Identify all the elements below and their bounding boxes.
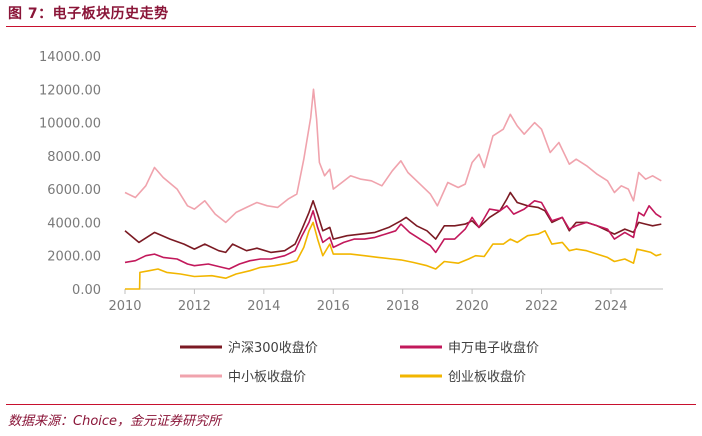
y-tick-label: 12000.00 — [39, 83, 101, 98]
bottom-rule — [6, 404, 696, 405]
y-tick-label: 8000.00 — [47, 150, 101, 165]
top-rule — [6, 26, 696, 27]
legend-label: 申万电子收盘价 — [448, 340, 539, 356]
y-tick-label: 2000.00 — [47, 250, 101, 265]
x-tick-label: 2018 — [386, 299, 419, 314]
series-line-1 — [124, 191, 662, 254]
x-tick-label: 2024 — [594, 299, 627, 314]
y-tick-label: 4000.00 — [47, 216, 101, 231]
chart-series — [124, 88, 662, 290]
x-tick-label: 2020 — [456, 299, 489, 314]
x-tick-label: 2012 — [178, 299, 211, 314]
series-line-0 — [124, 88, 662, 224]
x-tick-label: 2014 — [247, 299, 280, 314]
line-chart: 0.00 2000.00 4000.00 6000.00 8000.00 10000.00… — [39, 50, 663, 385]
x-tick-label: 2022 — [525, 299, 558, 314]
source-note: 数据来源：Choice，金元证券研究所 — [8, 414, 222, 429]
legend-label: 中小板收盘价 — [228, 369, 306, 385]
x-tick-label: 2010 — [108, 299, 141, 314]
legend-label: 创业板收盘价 — [448, 369, 526, 385]
chart-axes: 0.00 2000.00 4000.00 6000.00 8000.00 10000.00… — [39, 50, 663, 314]
series-line-2 — [124, 200, 662, 270]
legend-label: 沪深300收盘价 — [228, 340, 318, 356]
y-tick-label: 14000.00 — [39, 50, 101, 65]
series-line-3 — [125, 221, 662, 290]
y-tick-label: 10000.00 — [39, 117, 101, 132]
y-tick-label: 0.00 — [72, 283, 101, 298]
x-tick-label: 2016 — [317, 299, 350, 314]
y-tick-label: 6000.00 — [47, 183, 101, 198]
figure-title: 图 7：电子板块历史走势 — [8, 6, 169, 22]
